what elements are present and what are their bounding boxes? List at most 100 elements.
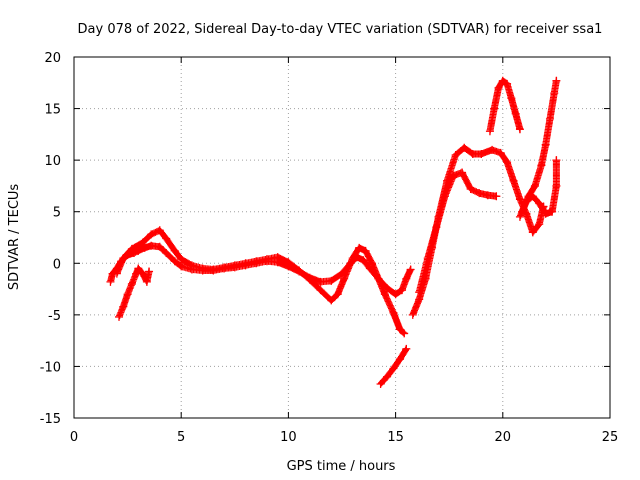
data-point — [528, 192, 537, 201]
y-axis-label: SDTVAR / TECUs — [7, 184, 22, 291]
data-point — [400, 329, 409, 338]
data-point — [262, 255, 271, 264]
data-point — [402, 274, 411, 283]
data-point — [485, 127, 494, 136]
data-point — [187, 261, 196, 270]
data-point — [295, 266, 304, 275]
data-point — [209, 265, 218, 274]
data-point — [391, 290, 400, 299]
series-track-g — [485, 76, 524, 136]
data-point — [327, 276, 336, 285]
series-track-c — [115, 264, 154, 321]
data-point — [138, 269, 147, 278]
data-point — [273, 253, 282, 262]
data-point — [498, 76, 507, 85]
data-point — [374, 274, 383, 283]
data-point — [398, 286, 407, 295]
series-track-i — [515, 156, 561, 221]
data-point — [492, 192, 501, 201]
data-point — [140, 243, 149, 252]
data-point — [395, 325, 404, 334]
data-point — [460, 143, 469, 152]
data-point — [552, 76, 561, 85]
data-point — [395, 355, 404, 364]
data-point — [552, 181, 561, 190]
y-tick-label: 15 — [44, 103, 61, 118]
data-point — [535, 220, 544, 229]
data-point — [177, 262, 186, 271]
x-tick-label: 10 — [280, 430, 297, 445]
data-point — [162, 248, 171, 257]
x-tick-label: 5 — [177, 430, 185, 445]
data-point — [284, 258, 293, 267]
data-point — [316, 286, 325, 295]
series-track-e — [408, 143, 548, 319]
y-tick-label: 5 — [53, 206, 61, 221]
data-point — [415, 288, 424, 297]
data-point — [408, 310, 417, 319]
data-point — [389, 364, 398, 373]
data-point — [252, 257, 261, 266]
data-point — [155, 242, 164, 251]
data-point — [142, 277, 151, 286]
data-point — [488, 145, 497, 154]
data-point — [423, 254, 432, 263]
data-point — [119, 254, 128, 263]
data-point — [327, 296, 336, 305]
data-point — [359, 256, 368, 265]
data-point — [162, 234, 171, 243]
y-tick-label: -15 — [40, 412, 61, 427]
data-point — [134, 264, 143, 273]
data-point — [376, 379, 385, 388]
data-point — [449, 171, 458, 180]
data-point — [477, 149, 486, 158]
data-point — [368, 259, 377, 268]
chart-title: Day 078 of 2022, Sidereal Day-to-day VTE… — [78, 22, 603, 37]
data-point — [170, 257, 179, 266]
data-point — [355, 243, 364, 252]
data-point — [515, 195, 524, 204]
series-track-a — [106, 241, 415, 299]
data-point — [348, 254, 357, 263]
data-point — [515, 212, 524, 221]
data-point — [170, 246, 179, 255]
data-point — [198, 264, 207, 273]
data-point — [383, 372, 392, 381]
data-point — [541, 140, 550, 149]
data-point — [402, 344, 411, 353]
data-point — [475, 189, 484, 198]
data-point — [127, 279, 136, 288]
data-point — [550, 89, 559, 98]
data-point — [305, 275, 314, 284]
series-marker-path — [409, 144, 548, 317]
data-point — [535, 199, 544, 208]
data-point — [466, 185, 475, 194]
data-point — [316, 277, 325, 286]
axis-ticks: 0 5 10 15 20 25 -15 -10 -5 0 5 10 15 20 — [40, 51, 619, 445]
data-point — [507, 94, 516, 103]
data-point — [333, 290, 342, 299]
data-point — [389, 308, 398, 317]
data-point — [541, 209, 550, 218]
data-point — [177, 255, 186, 264]
data-point — [522, 197, 531, 206]
y-tick-label: -10 — [40, 360, 61, 375]
data-point — [432, 223, 441, 232]
data-point — [528, 228, 537, 237]
data-point — [483, 191, 492, 200]
series-marker-path — [517, 156, 560, 219]
data-point — [490, 104, 499, 113]
data-point — [515, 125, 524, 134]
grid-lines — [74, 57, 610, 418]
x-axis-label: GPS time / hours — [287, 459, 396, 474]
data-point — [415, 295, 424, 304]
data-point — [548, 207, 557, 216]
data-point — [494, 83, 503, 92]
data-point — [106, 277, 115, 286]
data-point — [511, 109, 520, 118]
data-point — [127, 244, 136, 253]
series-track-b — [112, 226, 409, 338]
data-point — [155, 226, 164, 235]
data-point — [503, 158, 512, 167]
